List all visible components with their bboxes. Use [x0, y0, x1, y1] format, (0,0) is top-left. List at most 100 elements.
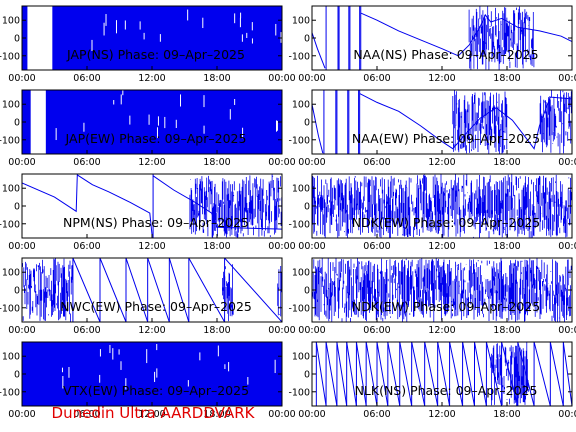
noise-band — [45, 90, 282, 154]
x-tick-label: 06:00 — [73, 409, 100, 420]
noise-band — [22, 90, 31, 154]
chart-panel: 100 0 -100 00:00 06:00 12:00 18:00 00:00 JAP(EW)… — [0, 89, 296, 168]
noise-trace — [189, 174, 282, 238]
noise-band — [22, 342, 282, 406]
x-tick-label: 00:00 — [558, 241, 576, 252]
series-trace — [22, 6, 282, 70]
x-tick-label: 18:00 — [203, 241, 230, 252]
x-tick-label: 00:00 — [268, 241, 295, 252]
y-tick-label: 0 — [14, 286, 20, 297]
chart-panel: 100 0 -100 00:00 06:00 12:00 18:00 00:00 JAP(NS)… — [0, 5, 296, 84]
chart-title: NDK(EW) Phase: 09–Apr–2025 — [352, 215, 541, 230]
y-tick-label: -100 — [288, 303, 310, 314]
y-tick-label: -100 — [0, 219, 20, 230]
x-tick-label: 12:00 — [138, 73, 165, 84]
x-tick-label: 18:00 — [493, 73, 520, 84]
series-trace — [22, 342, 282, 406]
x-tick-label: 18:00 — [493, 241, 520, 252]
y-tick-label: 100 — [292, 184, 310, 195]
x-tick-label: 12:00 — [428, 73, 455, 84]
x-tick-label: 12:00 — [138, 157, 165, 168]
y-tick-label: 0 — [304, 34, 310, 45]
x-tick-label: 06:00 — [73, 73, 100, 84]
y-tick-label: 100 — [2, 268, 20, 279]
y-tick-label: 100 — [292, 16, 310, 27]
chart-title: NAA(EW) Phase: 09–Apr–2025 — [352, 131, 540, 146]
x-tick-label: 12:00 — [428, 157, 455, 168]
phase-sawtooth — [315, 342, 572, 406]
y-tick-label: -100 — [0, 303, 20, 314]
phase-curve — [312, 93, 572, 154]
x-tick-label: 00:00 — [558, 409, 576, 420]
x-tick-label: 12:00 — [138, 325, 165, 336]
x-tick-label: 00:00 — [298, 325, 325, 336]
chart-title: JAP(EW) Phase: 09–Apr–2025 — [65, 131, 247, 146]
y-tick-label: 0 — [304, 202, 310, 213]
phase-sawtooth — [72, 258, 282, 322]
chart-title: NPM(NS) Phase: 09–Apr–2025 — [63, 215, 249, 230]
y-tick-label: 100 — [2, 352, 20, 363]
x-tick-label: 18:00 — [203, 157, 230, 168]
y-tick-label: 0 — [304, 370, 310, 381]
x-tick-label: 00:00 — [268, 325, 295, 336]
chart-panel: 100 0 -100 00:00 06:00 12:00 18:00 00:00 NDK(EW)… — [288, 257, 576, 336]
x-tick-label: 00:00 — [558, 157, 576, 168]
y-tick-label: 0 — [14, 370, 20, 381]
series-trace — [312, 90, 572, 154]
noise-trace — [452, 90, 508, 154]
y-tick-label: 100 — [292, 100, 310, 111]
series-trace — [315, 342, 572, 406]
noise-trace — [312, 258, 572, 322]
y-tick-label: 100 — [2, 100, 20, 111]
noise-band — [52, 6, 282, 70]
series-trace — [312, 258, 572, 322]
x-tick-label: 00:00 — [558, 325, 576, 336]
x-tick-label: 06:00 — [363, 325, 390, 336]
chart-panel: 100 0 -100 00:00 06:00 12:00 18:00 00:00 NWC(EW)… — [0, 257, 296, 336]
y-tick-label: -100 — [288, 135, 310, 146]
x-tick-label: 18:00 — [493, 325, 520, 336]
chart-panel: 100 0 -100 00:00 06:00 12:00 18:00 00:00 VTX(EW)… — [0, 341, 296, 420]
x-tick-label: 00:00 — [298, 241, 325, 252]
y-tick-label: 0 — [14, 202, 20, 213]
x-tick-label: 18:00 — [203, 325, 230, 336]
noise-trace — [312, 174, 572, 238]
chart-panel: 100 0 -100 00:00 06:00 12:00 18:00 00:00 NDK(EW)… — [288, 173, 576, 252]
x-tick-label: 18:00 — [493, 157, 520, 168]
x-tick-label: 06:00 — [363, 241, 390, 252]
y-tick-label: 100 — [2, 16, 20, 27]
chart-title: NDK(EW) Phase: 09–Apr–2025 — [352, 299, 541, 314]
y-tick-label: -100 — [288, 387, 310, 398]
x-tick-label: 18:00 — [203, 409, 230, 420]
x-tick-label: 00:00 — [298, 409, 325, 420]
y-tick-label: -100 — [0, 51, 20, 62]
x-tick-label: 12:00 — [138, 409, 165, 420]
series-trace — [22, 258, 282, 322]
x-tick-label: 00:00 — [268, 409, 295, 420]
y-tick-label: 100 — [292, 352, 310, 363]
y-tick-label: -100 — [0, 387, 20, 398]
y-tick-label: -100 — [288, 219, 310, 230]
y-tick-label: 100 — [292, 268, 310, 279]
x-tick-label: 00:00 — [268, 157, 295, 168]
chart-title: NLK(NS) Phase: 09–Apr–2025 — [355, 383, 538, 398]
y-tick-label: 0 — [14, 34, 20, 45]
x-tick-label: 18:00 — [493, 409, 520, 420]
chart-title: NWC(EW) Phase: 09–Apr–2025 — [60, 299, 252, 314]
x-tick-label: 12:00 — [428, 325, 455, 336]
y-tick-label: 100 — [2, 184, 20, 195]
x-tick-label: 00:00 — [8, 157, 35, 168]
noise-trace — [22, 258, 73, 322]
y-tick-label: 0 — [14, 118, 20, 129]
noise-trace — [539, 90, 572, 154]
y-tick-label: 0 — [304, 118, 310, 129]
chart-panel: 100 0 -100 00:00 06:00 12:00 18:00 00:00 NAA(NS)… — [288, 5, 576, 84]
x-tick-label: 00:00 — [8, 73, 35, 84]
x-tick-label: 00:00 — [8, 409, 35, 420]
series-trace — [22, 174, 282, 238]
chart-title: NAA(NS) Phase: 09–Apr–2025 — [353, 47, 538, 62]
x-tick-label: 12:00 — [428, 409, 455, 420]
x-tick-label: 06:00 — [73, 325, 100, 336]
y-tick-label: -100 — [0, 135, 20, 146]
